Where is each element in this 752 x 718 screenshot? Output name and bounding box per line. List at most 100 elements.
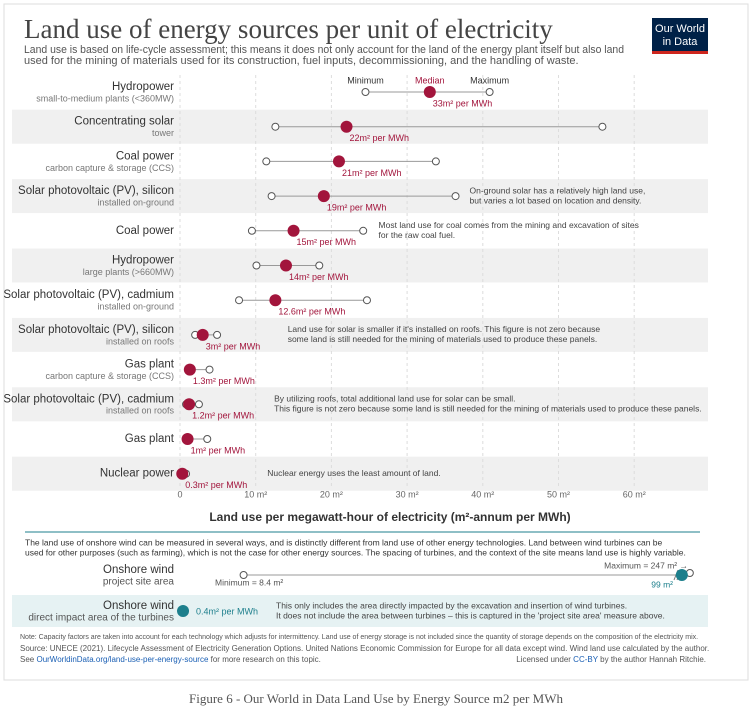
x-tick-label: 20 m²	[320, 489, 343, 499]
category-sublabel: installed on roofs	[106, 336, 175, 346]
annotation: Land use for solar is smaller if it's in…	[288, 324, 601, 334]
category-sublabel: installed on roofs	[106, 406, 175, 416]
category-sublabel: large plants (>660MW)	[83, 267, 174, 277]
x-tick-label: 40 m²	[471, 489, 494, 499]
max-dot	[431, 157, 440, 166]
annotation: but varies a lot based on location and d…	[470, 195, 642, 205]
max-dot	[362, 296, 371, 305]
category-label: Solar photovoltaic (PV), silicon	[18, 324, 174, 336]
median-dot	[287, 224, 300, 237]
max-dot	[194, 400, 203, 409]
row-band	[12, 456, 708, 491]
value-label: 14m² per MWh	[289, 272, 349, 282]
chart-title: Land use of energy sources per unit of e…	[24, 14, 553, 44]
value-label: 1.2m² per MWh	[192, 411, 254, 421]
value-label: 12.6m² per MWh	[278, 307, 345, 317]
legend-label: Minimum	[347, 75, 384, 85]
category-label: Coal power	[116, 150, 174, 162]
logo-bar	[652, 51, 708, 54]
annotation: By utilizing roofs, total additional lan…	[274, 394, 515, 404]
max-label: Maximum = 247 m² →	[604, 560, 688, 570]
median-dot	[279, 259, 292, 272]
value-label: 21m² per MWh	[342, 168, 402, 178]
category-sublabel: carbon capture & storage (CCS)	[45, 371, 174, 381]
see-text: for more research on this topic.	[208, 655, 321, 664]
min-dot	[262, 157, 271, 166]
category-sublabel: small-to-medium plants (<360MW)	[36, 93, 174, 103]
min-dot	[252, 261, 261, 270]
min-label: Minimum = 8.4 m²	[215, 577, 283, 587]
category-sublabel: carbon capture & storage (CCS)	[45, 163, 174, 173]
value-label: 19m² per MWh	[327, 202, 387, 212]
max-dot	[598, 122, 607, 131]
category-sublabel: project site area	[103, 577, 175, 588]
caption: Figure 6 - Our World in Data Land Use by…	[189, 691, 563, 706]
max-dot	[205, 365, 214, 374]
category-sublabel: installed on-ground	[97, 197, 174, 207]
category-label: Onshore wind	[103, 564, 174, 576]
subtitle: used for the mining of materials used fo…	[24, 55, 579, 67]
value-label: 22m² per MWh	[350, 133, 410, 143]
min-dot	[267, 192, 276, 201]
x-tick-label: 50 m²	[547, 489, 570, 499]
annotation: On-ground solar has a relatively high la…	[470, 185, 646, 195]
x-tick-label: 60 m²	[623, 489, 646, 499]
value-label: 0.4m² per MWh	[196, 606, 258, 616]
annotation: Nuclear energy uses the least amount of …	[267, 468, 440, 478]
median-dot	[181, 433, 194, 445]
link: CC-BY	[573, 655, 599, 664]
license-text: by the author Hannah Ritchie.	[598, 655, 706, 664]
category-label: Nuclear power	[100, 468, 174, 480]
legend-label: Maximum	[470, 75, 509, 85]
link: OurWorldinData.org/land-use-per-energy-s…	[36, 655, 208, 664]
value-label: 3m² per MWh	[206, 341, 261, 351]
median-dot	[196, 328, 209, 341]
annotation: This only includes the area directly imp…	[276, 600, 627, 610]
x-tick-label: 30 m²	[396, 489, 419, 499]
median-dot	[177, 605, 190, 617]
category-label: Onshore wind	[103, 600, 174, 612]
category-label: Solar photovoltaic (PV), cadmium	[3, 289, 174, 301]
category-sublabel: tower	[152, 128, 174, 138]
category-label: Solar photovoltaic (PV), silicon	[18, 185, 174, 197]
value-label: 15m² per MWh	[297, 237, 357, 247]
wind-note: used for other purposes (such as farming…	[25, 547, 686, 557]
row-band	[12, 248, 708, 283]
min-dot	[239, 571, 248, 579]
license-text: Licensed under	[516, 655, 573, 664]
max-dot	[315, 261, 324, 270]
median-dot	[269, 294, 282, 307]
see-text: See	[20, 655, 36, 664]
max-dot	[451, 192, 460, 201]
value-label: 99 m²	[651, 579, 673, 589]
value-label: 1.3m² per MWh	[193, 376, 255, 386]
min-dot	[271, 122, 280, 131]
source: Source: UNECE (2021). Lifecycle Assessme…	[20, 644, 709, 653]
x-axis-title: Land use per megawatt-hour of electricit…	[209, 510, 570, 524]
category-label: Concentrating solar	[74, 116, 174, 128]
logo-text: Our World	[655, 23, 705, 35]
category-label: Hydropower	[112, 81, 174, 93]
value-label: 33m² per MWh	[433, 98, 493, 108]
legend-label: Median	[415, 75, 445, 85]
annotation: It does not include the area between tur…	[276, 610, 665, 620]
median-dot	[183, 398, 196, 411]
license: Licensed under CC-BY by the author Hanna…	[516, 655, 706, 664]
category-label: Hydropower	[112, 255, 174, 267]
max-dot	[203, 435, 212, 443]
max-dot	[213, 330, 222, 339]
median-dot	[176, 467, 189, 480]
logo	[652, 18, 708, 54]
footnote: Note: Capacity factors are taken into ac…	[20, 634, 698, 641]
category-sublabel: direct impact area of the turbines	[28, 613, 174, 624]
category-sublabel: installed on-ground	[97, 302, 174, 312]
min-dot	[247, 226, 256, 235]
row-band	[12, 317, 708, 352]
median-dot	[675, 569, 688, 581]
annotation: Most land use for coal comes from the mi…	[379, 220, 639, 230]
category-label: Gas plant	[125, 433, 175, 445]
row-band	[12, 595, 708, 627]
annotation: some land is still needed for the mining…	[288, 334, 597, 344]
